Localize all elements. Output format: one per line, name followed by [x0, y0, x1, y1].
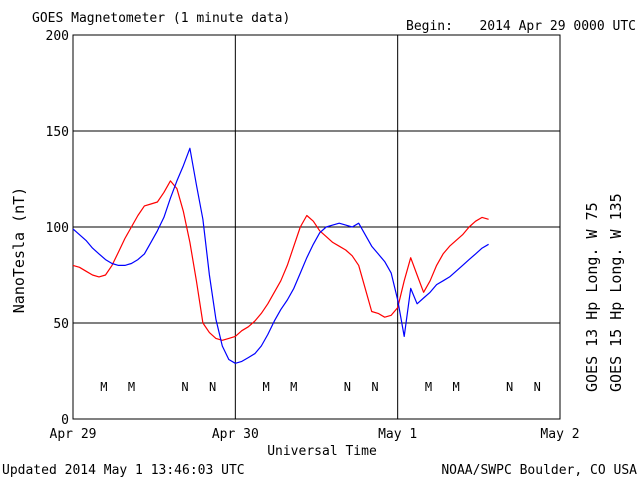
marker-midnight: M	[263, 380, 270, 394]
marker-midnight: M	[100, 380, 107, 394]
y-tick-label: 100	[46, 221, 69, 236]
y-tick-label: 200	[46, 29, 69, 44]
legend-goes15: GOES 15 Hp Long. W 135	[607, 193, 625, 392]
series-line-goes15	[72, 147, 489, 364]
y-tick-label: 0	[61, 413, 69, 428]
marker-noon: N	[534, 380, 541, 394]
begin-value: 2014 Apr 29 0000 UTC	[479, 19, 636, 34]
y-tick-label: 50	[53, 317, 69, 332]
chart-title: GOES Magnetometer (1 minute data)	[32, 11, 290, 26]
y-axis-label: NanoTesla (nT)	[10, 187, 28, 313]
marker-noon: N	[371, 380, 378, 394]
y-tick-label: 150	[46, 125, 69, 140]
marker-midnight: M	[452, 380, 459, 394]
x-tick-label: Apr 30	[212, 427, 259, 442]
marker-noon: N	[506, 380, 513, 394]
begin-label: Begin:	[406, 19, 453, 34]
x-tick-label: May 2	[540, 427, 579, 442]
x-tick-label: Apr 29	[50, 427, 97, 442]
marker-midnight: M	[290, 380, 297, 394]
updated-timestamp: Updated 2014 May 1 13:46:03 UTC	[2, 463, 245, 478]
legend-goes13: GOES 13 Hp Long. W 75	[583, 202, 601, 392]
marker-midnight: M	[425, 380, 432, 394]
x-tick-label: May 1	[378, 427, 417, 442]
plot-area: 0 50 100 150 200 Apr 29 Apr 30 May 1 May 2 M M N N M M…	[46, 29, 580, 442]
marker-midnight: M	[128, 380, 135, 394]
marker-noon: N	[344, 380, 351, 394]
x-axis-label: Universal Time	[267, 444, 377, 459]
marker-noon: N	[209, 380, 216, 394]
source-credit: NOAA/SWPC Boulder, CO USA	[441, 463, 637, 478]
series-line-goes13	[72, 180, 489, 341]
marker-noon: N	[181, 380, 188, 394]
